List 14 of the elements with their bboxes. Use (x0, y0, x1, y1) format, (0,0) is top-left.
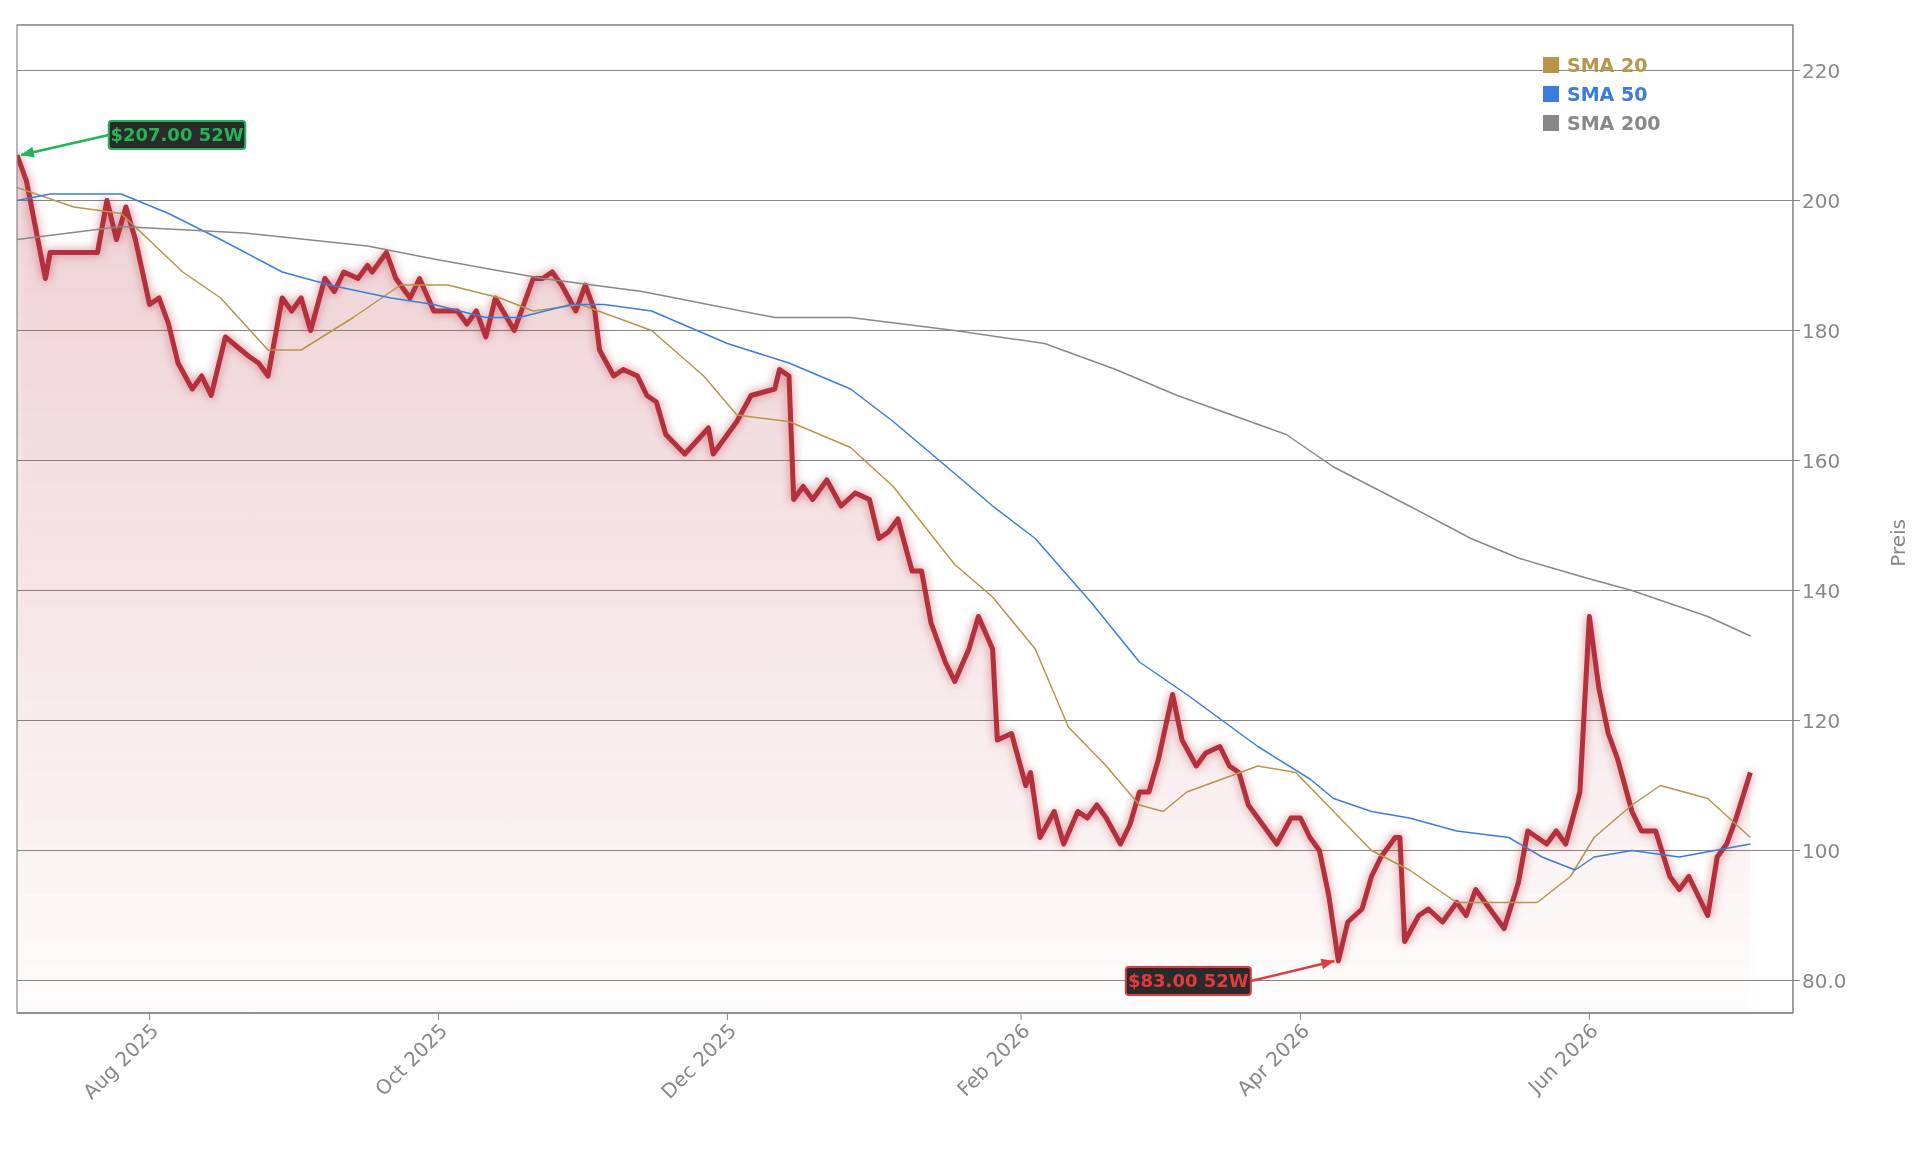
annotation: $83.00 52W (1128, 970, 1249, 991)
legend-label: SMA 50 (1567, 82, 1648, 105)
y-tick-label: 120 (1802, 708, 1841, 733)
y-tick-label: 220 (1802, 58, 1841, 83)
y-tick-label: 100 (1802, 838, 1841, 863)
y-axis-title: Preis (1886, 519, 1911, 567)
y-tick-label: 80.0 (1802, 968, 1847, 993)
y-tick-label: 160 (1802, 448, 1841, 473)
y-tick-label: 140 (1802, 578, 1841, 603)
legend-label: SMA 20 (1567, 53, 1648, 76)
legend-label: SMA 200 (1567, 111, 1661, 134)
y-tick-label: 200 (1802, 188, 1841, 213)
annotation: $207.00 52W (110, 124, 244, 145)
y-tick-label: 180 (1802, 318, 1841, 343)
